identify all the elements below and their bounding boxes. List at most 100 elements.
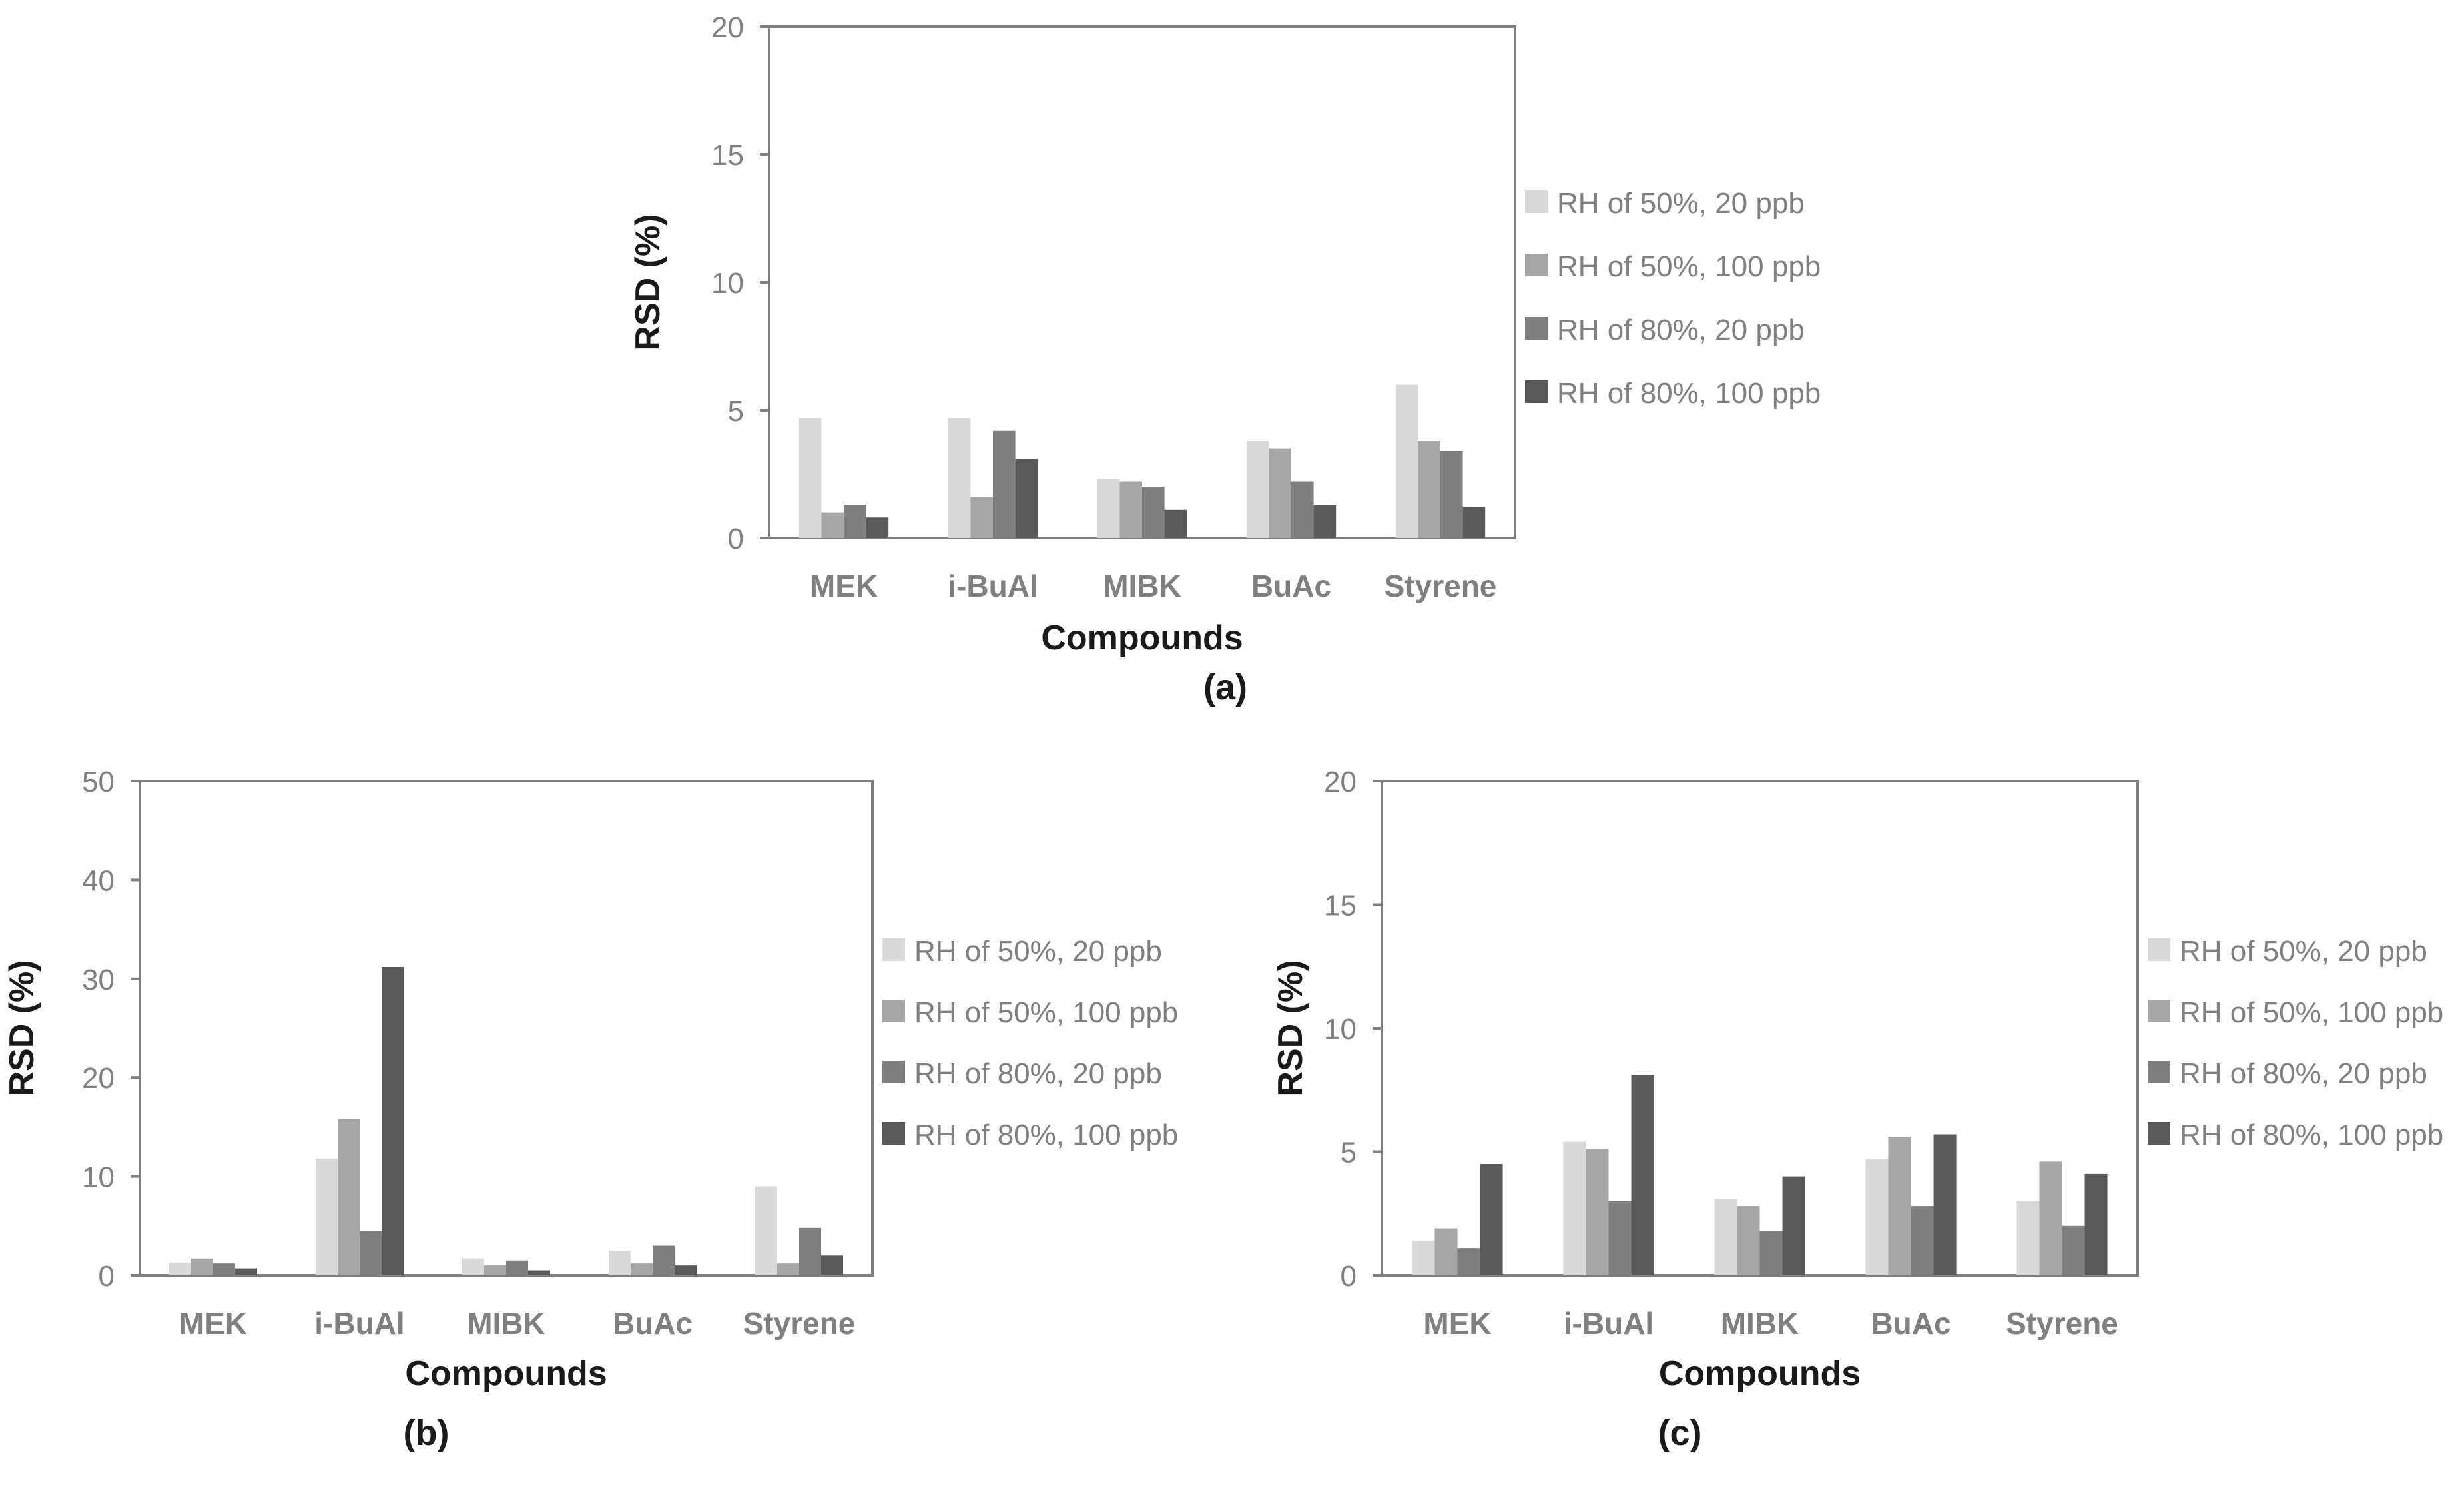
y-tick-label: 15 [1324,890,1357,922]
bar-b-0-2 [213,1263,235,1275]
x-category-label: i-BuAl [314,1306,404,1340]
x-axis-title: Compounds [405,1354,607,1393]
legend-swatch [882,1061,905,1083]
bar-c-0-0 [1412,1241,1435,1275]
bar-a-3-1 [1269,448,1291,538]
bar-a-0-0 [798,418,822,538]
x-category-label: Styrene [2006,1306,2118,1340]
bar-b-1-2 [360,1231,382,1275]
x-category-label: i-BuAl [1564,1306,1654,1340]
chart-panel-b: 0 10 20 30 40 50 MEK i-BuAl MIBK BuAc Styrene Compo… [3,766,1178,1453]
bar-c-4-3 [2084,1173,2108,1275]
x-category-label: MIBK [1103,569,1181,603]
bar-c-3-3 [1933,1134,1957,1275]
x-category-label: MIBK [467,1306,545,1340]
bar-a-0-1 [821,512,844,538]
x-category-label: MEK [1423,1306,1491,1340]
bar-a-2-2 [1142,487,1165,538]
x-category-label: BuAc [1871,1306,1951,1340]
y-tick-label: 5 [1341,1137,1357,1169]
bar-a-2-0 [1097,479,1120,538]
bar-c-3-0 [1865,1159,1889,1275]
y-tick-label: 20 [82,1062,115,1095]
bar-c-2-1 [1737,1206,1760,1275]
legend-swatch [882,1000,905,1022]
bar-c-3-1 [1888,1137,1911,1275]
legend-label: RH of 50%, 20 ppb [1557,187,1805,220]
bar-b-1-3 [382,966,404,1275]
legend-label: RH of 50%, 100 ppb [914,996,1178,1029]
x-category-label: BuAc [613,1306,693,1340]
legend-label: RH of 80%, 100 ppb [914,1119,1178,1151]
x-category-label: MIBK [1721,1306,1799,1340]
y-tick-label: 0 [728,523,744,555]
y-axis-title: RSD (%) [1271,960,1310,1096]
y-tick-label: 15 [711,139,744,172]
bar-b-4-1 [777,1263,799,1275]
legend-label: RH of 50%, 20 ppb [914,935,1162,968]
legend-swatch [1525,317,1548,340]
legend-c: RH of 50%, 20 ppb RH of 50%, 100 ppb RH of… [2148,935,2443,1151]
y-tick-label: 30 [82,964,115,996]
x-category-label: Styrene [743,1306,856,1340]
panel-label: (c) [1658,1413,1702,1453]
y-tick-label: 10 [1324,1013,1357,1045]
y-tick-label: 20 [1324,766,1357,798]
x-axis-title: Compounds [1659,1354,1861,1393]
bar-a-3-3 [1313,505,1337,538]
legend-label: RH of 80%, 100 ppb [1557,377,1821,410]
legend-b: RH of 50%, 20 ppb RH of 50%, 100 ppb RH of… [882,935,1178,1151]
legend-a: RH of 50%, 20 ppb RH of 50%, 100 ppb RH of… [1525,187,1821,410]
bar-c-0-2 [1457,1248,1480,1275]
bar-a-4-3 [1462,507,1486,538]
bar-c-1-0 [1563,1141,1586,1275]
legend-swatch [882,938,905,961]
bar-c-0-3 [1480,1164,1503,1275]
legend-label: RH of 80%, 20 ppb [1557,314,1805,346]
bar-c-2-0 [1714,1198,1737,1275]
legend-label: RH of 80%, 20 ppb [914,1057,1162,1090]
y-axis-title: RSD (%) [629,214,667,350]
bar-a-0-3 [866,517,889,538]
bar-b-1-0 [316,1158,338,1275]
bar-b-0-0 [169,1262,191,1275]
bar-a-2-1 [1119,481,1142,538]
y-tick-label: 50 [82,766,115,798]
bar-a-4-2 [1440,451,1463,538]
panel-label: (b) [404,1413,450,1453]
bar-c-4-1 [2039,1161,2062,1275]
bar-b-4-0 [755,1186,777,1275]
legend-label: RH of 80%, 20 ppb [2180,1057,2427,1090]
bar-c-4-2 [2062,1225,2085,1275]
legend-swatch [1525,190,1548,213]
bar-a-0-2 [844,505,866,538]
x-category-label: MEK [810,569,878,603]
legend-swatch [1525,254,1548,276]
legend-label: RH of 50%, 20 ppb [2180,935,2427,968]
y-tick-label: 0 [99,1260,115,1293]
bar-b-4-2 [799,1227,821,1275]
bar-a-4-1 [1418,441,1440,538]
y-tick-label: 5 [728,395,744,428]
bar-b-2-3 [528,1270,550,1275]
bar-a-1-2 [993,430,1016,538]
legend-swatch [2148,1122,2170,1145]
bar-c-2-2 [1759,1231,1783,1275]
legend-swatch [1525,380,1548,403]
bar-b-0-1 [191,1258,213,1275]
bar-a-1-0 [948,418,971,538]
bar-c-2-3 [1782,1176,1805,1275]
bar-c-0-1 [1434,1228,1458,1275]
bar-a-1-1 [970,497,993,538]
x-category-label: MEK [179,1306,247,1340]
x-category-label: BuAc [1251,569,1331,603]
bar-b-2-0 [462,1258,484,1275]
bar-a-4-0 [1395,384,1418,538]
x-axis-title: Compounds [1041,619,1243,657]
legend-label: RH of 80%, 100 ppb [2180,1119,2443,1151]
bar-c-1-3 [1631,1075,1654,1275]
bar-b-0-3 [235,1268,257,1275]
bar-b-3-1 [631,1263,653,1275]
panel-label: (a) [1203,667,1247,707]
